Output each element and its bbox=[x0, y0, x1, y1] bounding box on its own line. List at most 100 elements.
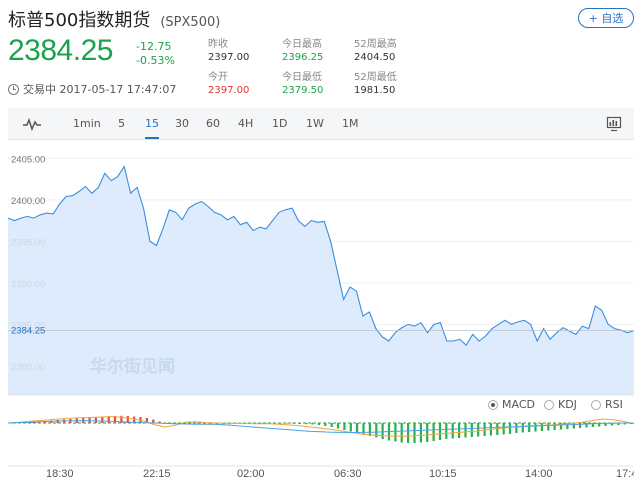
stat-label: 昨收 bbox=[208, 39, 228, 50]
macd-dea-line bbox=[8, 420, 634, 434]
macd-histogram-bar bbox=[209, 423, 212, 424]
interval-30[interactable]: 30 bbox=[175, 117, 189, 130]
macd-histogram-bar bbox=[286, 423, 289, 424]
x-tick-label: 14:00 bbox=[525, 468, 553, 480]
stat-value: 2404.50 bbox=[354, 52, 396, 63]
macd-histogram-bar bbox=[470, 423, 473, 437]
stat-value: 2379.50 bbox=[282, 85, 324, 96]
price-change: -12.75 -0.53% bbox=[136, 40, 175, 68]
macd-histogram-bar bbox=[515, 423, 518, 433]
stat-day-high: 今日最高 2396.25 bbox=[282, 38, 323, 64]
price-chart[interactable]: 2405.002400.002395.002390.002385.002380.… bbox=[8, 140, 634, 480]
change-value: -12.75 bbox=[136, 40, 172, 53]
stat-52w-low: 52周最低 1981.50 bbox=[354, 71, 397, 97]
trading-status: 交易中 2017-05-17 17:47:07 bbox=[8, 81, 176, 97]
macd-histogram-bar bbox=[381, 423, 384, 439]
macd-histogram-bar bbox=[107, 416, 110, 423]
macd-histogram-bar bbox=[559, 423, 563, 430]
macd-histogram-bar bbox=[260, 423, 263, 424]
macd-histogram-bar bbox=[292, 423, 295, 424]
interval-4h[interactable]: 4H bbox=[238, 117, 254, 130]
stat-day-low: 今日最低 2379.50 bbox=[282, 71, 323, 97]
macd-histogram-bar bbox=[458, 423, 461, 438]
x-tick-label: 10:15 bbox=[429, 468, 457, 480]
macd-histogram-bar bbox=[400, 423, 403, 443]
monitor-icon[interactable] bbox=[606, 116, 622, 132]
macd-histogram-bar bbox=[579, 423, 582, 428]
macd-histogram-bar bbox=[94, 417, 97, 423]
current-price-label: 2384.25 bbox=[11, 326, 45, 337]
stat-value: 2397.00 bbox=[208, 52, 250, 63]
interval-60[interactable]: 60 bbox=[206, 117, 220, 130]
x-tick-label: 17:4 bbox=[616, 468, 634, 480]
y-tick-label: 2400.00 bbox=[11, 196, 45, 207]
macd-histogram-bar bbox=[407, 423, 410, 443]
radio-icon bbox=[591, 399, 601, 410]
macd-histogram-bar bbox=[413, 423, 416, 443]
stat-value: 2396.25 bbox=[282, 52, 324, 63]
watermark-text: 华尔街见闻 bbox=[90, 356, 175, 377]
interval-1d[interactable]: 1D bbox=[272, 117, 288, 130]
title-row: 标普500指数期货 (SPX500) bbox=[8, 6, 220, 32]
macd-histogram-bar bbox=[196, 423, 199, 424]
stat-label: 52周最高 bbox=[354, 39, 397, 50]
macd-histogram-bar bbox=[483, 423, 486, 436]
stat-label: 今日最高 bbox=[282, 39, 322, 50]
macd-histogram-bar bbox=[426, 423, 429, 442]
macd-histogram-bar bbox=[113, 416, 117, 423]
stat-prev-close: 昨收 2397.00 bbox=[208, 38, 249, 64]
macd-histogram-bar bbox=[394, 423, 397, 442]
macd-histogram-bar bbox=[349, 423, 352, 432]
macd-histogram-bar bbox=[279, 423, 282, 424]
macd-histogram-bar bbox=[330, 423, 333, 427]
macd-histogram-bar bbox=[528, 423, 531, 432]
macd-histogram-bar bbox=[152, 419, 155, 423]
radio-selected-icon bbox=[488, 399, 498, 410]
indicator-tab-rsi[interactable]: RSI bbox=[591, 398, 623, 411]
interval-15[interactable]: 15 bbox=[145, 117, 159, 130]
macd-histogram-bar bbox=[464, 423, 467, 438]
price-area-fill bbox=[8, 166, 634, 395]
stat-label: 今开 bbox=[208, 72, 228, 83]
interval-1w[interactable]: 1W bbox=[306, 117, 324, 130]
macd-histogram-bar bbox=[362, 423, 365, 435]
macd-histogram-bar bbox=[623, 423, 626, 425]
macd-histogram-bar bbox=[521, 423, 524, 433]
macd-histogram-bar bbox=[203, 423, 206, 424]
macd-histogram-bar bbox=[617, 423, 620, 425]
macd-histogram-bar bbox=[266, 423, 269, 424]
stat-label: 今日最低 bbox=[282, 72, 322, 83]
price-line bbox=[8, 165, 634, 347]
indicator-label: RSI bbox=[605, 398, 623, 411]
interval-1min[interactable]: 1min bbox=[73, 117, 101, 130]
macd-histogram-bar bbox=[356, 423, 359, 433]
chart-canvas[interactable]: 2405.002400.002395.002390.002385.002380.… bbox=[8, 140, 634, 480]
indicator-tab-macd[interactable]: MACD bbox=[488, 398, 535, 411]
add-watchlist-button[interactable]: + 自选 bbox=[578, 8, 634, 28]
macd-histogram-bar bbox=[502, 423, 505, 435]
macd-histogram-bar bbox=[572, 423, 575, 429]
indicator-label: MACD bbox=[502, 398, 535, 411]
stat-value: 2397.00 bbox=[208, 85, 250, 96]
macd-histogram-bar bbox=[88, 417, 91, 423]
interval-1m[interactable]: 1M bbox=[342, 117, 359, 130]
macd-histogram-bar bbox=[534, 423, 537, 432]
macd-histogram-bar bbox=[598, 423, 601, 427]
macd-histogram-bar bbox=[368, 423, 371, 436]
y-tick-label: 2405.00 bbox=[11, 154, 45, 165]
macd-histogram-bar bbox=[317, 423, 320, 425]
interval-5[interactable]: 5 bbox=[118, 117, 125, 130]
macd-histogram-bar bbox=[133, 416, 136, 423]
macd-histogram-bar bbox=[419, 423, 422, 443]
macd-histogram-bar bbox=[298, 423, 301, 424]
macd-histogram-bar bbox=[158, 421, 161, 423]
macd-histogram-bar bbox=[120, 415, 123, 423]
macd-histogram-bar bbox=[477, 423, 480, 437]
indicator-label: KDJ bbox=[558, 398, 577, 411]
macd-histogram-bar bbox=[591, 423, 594, 427]
indicator-tab-kdj[interactable]: KDJ bbox=[544, 398, 577, 411]
macd-histogram-bar bbox=[305, 423, 308, 425]
macd-histogram-bar bbox=[604, 423, 607, 426]
clock-icon bbox=[8, 83, 19, 95]
line-chart-icon[interactable] bbox=[22, 116, 42, 132]
